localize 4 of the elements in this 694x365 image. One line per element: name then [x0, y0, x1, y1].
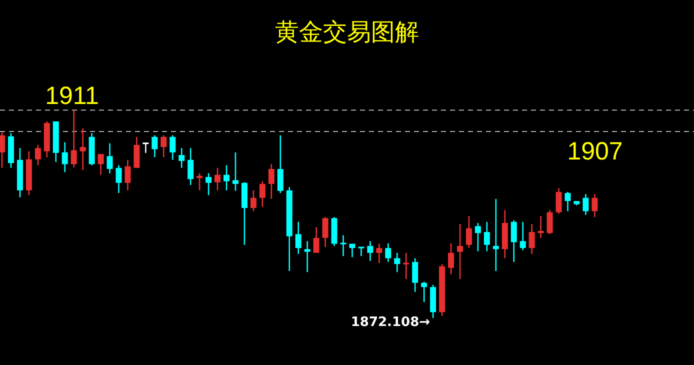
annotation: 1872.108→ — [350, 315, 430, 330]
ref-line-label: 1907 — [567, 138, 623, 166]
ref-line-label: 1911 — [45, 82, 99, 110]
title: 黄金交易图解 — [275, 19, 419, 46]
